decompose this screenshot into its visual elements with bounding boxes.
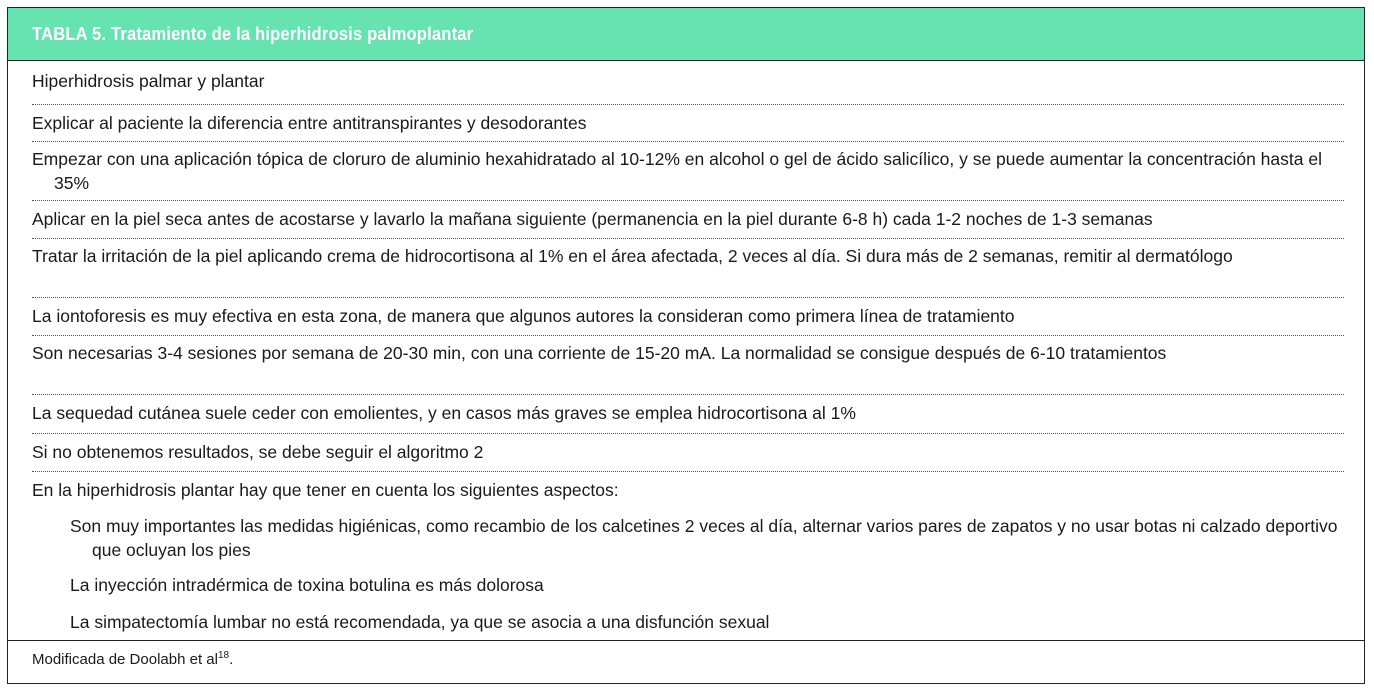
table-row: La iontoforesis es muy efectiva en esta … [32, 298, 1344, 336]
table-row: Aplicar en la piel seca antes de acostar… [32, 201, 1344, 239]
table-row: Son necesarias 3-4 sesiones por semana d… [32, 336, 1344, 395]
table-row: Hiperhidrosis palmar y plantar [32, 69, 1344, 105]
footnote-end: . [229, 651, 234, 668]
table-subrow: Son muy importantes las medidas higiénic… [70, 516, 1338, 560]
table-subrow: La inyección intradérmica de toxina botu… [70, 575, 544, 595]
table-body: Hiperhidrosis palmar y plantar Explicar … [8, 61, 1364, 641]
table-subrow: La simpatectomía lumbar no está recomend… [70, 612, 770, 632]
table-row: Si no obtenemos resultados, se debe segu… [32, 434, 1344, 472]
treatment-table: TABLA 5. Tratamiento de la hiperhidrosis… [7, 7, 1365, 684]
table-row: En la hiperhidrosis plantar hay que tene… [32, 480, 619, 500]
table-row: Empezar con una aplicación tópica de clo… [32, 142, 1344, 201]
table-row: Tratar la irritación de la piel aplicand… [32, 239, 1344, 298]
footnote-text: Modificada de Doolabh et al [32, 651, 218, 668]
table-row: Explicar al paciente la diferencia entre… [32, 105, 1344, 142]
table-header: TABLA 5. Tratamiento de la hiperhidrosis… [8, 8, 1364, 61]
table-title: TABLA 5. Tratamiento de la hiperhidrosis… [32, 23, 474, 44]
table-footnote: Modificada de Doolabh et al18. [8, 641, 1364, 668]
table-row: La sequedad cutánea suele ceder con emol… [32, 395, 1344, 434]
footnote-reference: 18 [217, 650, 230, 661]
